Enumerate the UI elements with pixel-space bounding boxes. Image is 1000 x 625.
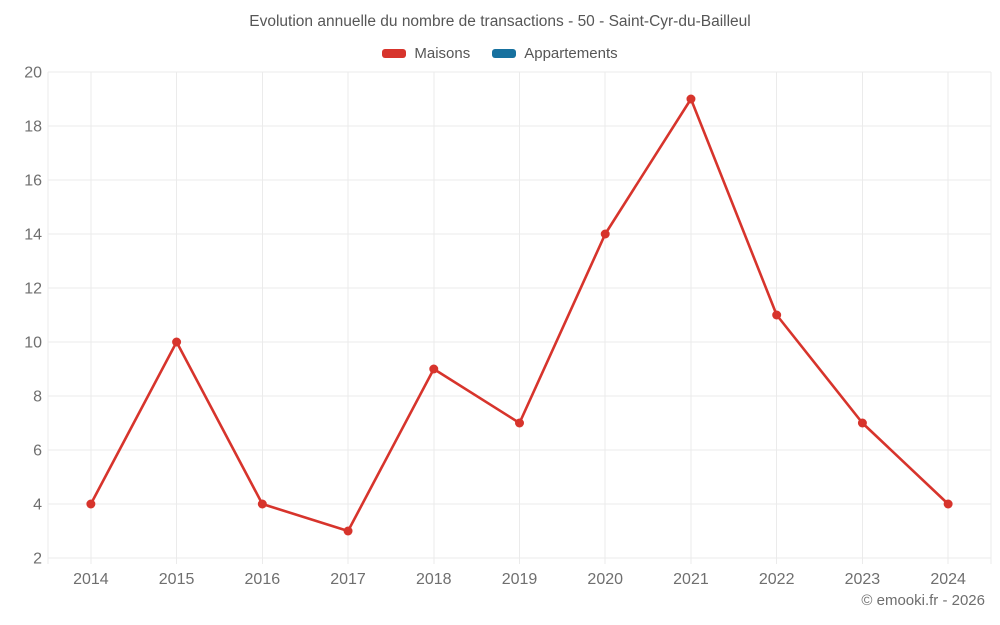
y-axis-label: 4 <box>33 497 42 514</box>
x-axis-label: 2014 <box>73 571 109 588</box>
x-axis-label: 2016 <box>245 571 281 588</box>
legend-item-appartements[interactable]: Appartements <box>492 45 618 62</box>
data-point-maisons-2024[interactable] <box>943 499 953 509</box>
y-axis-label: 2 <box>33 551 42 568</box>
y-axis-label: 20 <box>24 65 42 82</box>
appartements-legend-label: Appartements <box>524 45 618 62</box>
x-axis-label: 2024 <box>930 571 966 588</box>
legend-item-maisons[interactable]: Maisons <box>382 45 470 62</box>
data-point-maisons-2022[interactable] <box>772 310 782 320</box>
data-point-maisons-2015[interactable] <box>172 337 182 347</box>
x-axis-label: 2019 <box>502 571 538 588</box>
y-axis-label: 6 <box>33 443 42 460</box>
chart-title: Evolution annuelle du nombre de transact… <box>249 13 751 30</box>
y-axis-label: 8 <box>33 389 42 406</box>
data-point-maisons-2019[interactable] <box>515 418 524 428</box>
y-axis-label: 12 <box>24 281 42 298</box>
x-axis-label: 2018 <box>416 571 452 588</box>
data-point-maisons-2014[interactable] <box>86 499 96 509</box>
maisons-legend-label: Maisons <box>414 45 471 62</box>
y-axis-label: 16 <box>24 173 42 190</box>
data-point-maisons-2021[interactable] <box>686 94 696 104</box>
appartements-legend-swatch <box>492 49 517 58</box>
y-axis-label: 10 <box>24 335 42 352</box>
data-point-maisons-2020[interactable] <box>600 229 610 239</box>
data-point-maisons-2023[interactable] <box>857 418 867 428</box>
copyright-watermark: © emooki.fr - 2026 <box>861 592 985 609</box>
x-axis-label: 2022 <box>759 571 795 588</box>
chart-legend: Maisons Appartements <box>0 45 1000 62</box>
x-axis-label: 2023 <box>845 571 881 588</box>
x-axis-label: 2020 <box>587 571 623 588</box>
x-axis-label: 2017 <box>330 571 366 588</box>
x-axis-label: 2021 <box>673 571 709 588</box>
data-point-maisons-2017[interactable] <box>343 526 353 536</box>
maisons-legend-swatch <box>382 49 407 58</box>
data-point-maisons-2018[interactable] <box>429 364 439 374</box>
y-axis-label: 14 <box>24 227 42 244</box>
y-axis-label: 18 <box>24 119 42 136</box>
data-point-maisons-2016[interactable] <box>257 499 267 509</box>
x-axis-label: 2015 <box>159 571 195 588</box>
